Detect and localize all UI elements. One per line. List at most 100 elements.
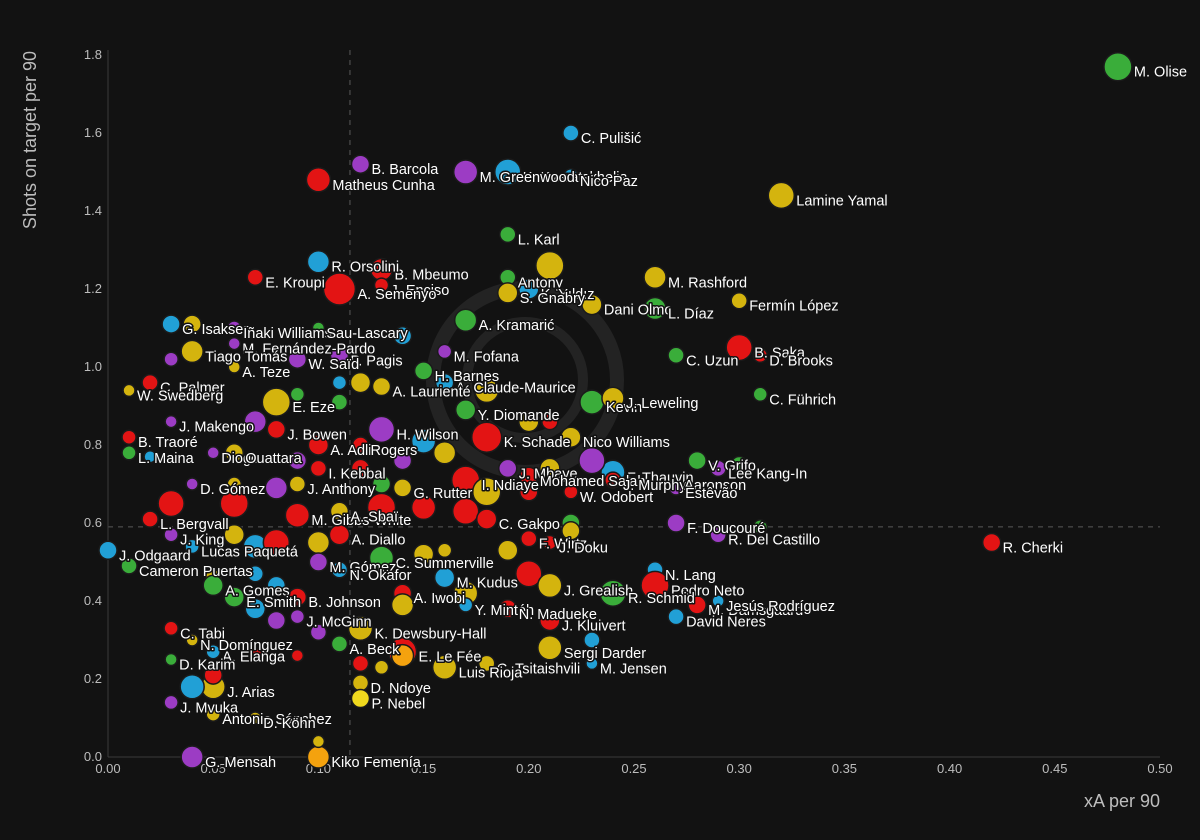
- data-label: F. Wirtz: [539, 537, 587, 553]
- data-point: [390, 643, 415, 668]
- data-point: [390, 593, 415, 617]
- data-label: K. Schade: [504, 435, 571, 451]
- data-label: Matheus Cunha: [332, 178, 435, 194]
- data-point: [431, 654, 458, 681]
- data-point: [542, 534, 558, 551]
- data-point: [307, 434, 330, 456]
- y-tick-label: 0.0: [84, 749, 102, 764]
- data-label: Luis Rioja: [459, 665, 524, 681]
- data-label: J. Leweling: [626, 396, 699, 412]
- data-point: [454, 399, 477, 421]
- data-label: M. Fofana: [454, 349, 520, 365]
- x-tick-label: 0.40: [937, 761, 962, 776]
- data-label: C. Palmer: [160, 381, 225, 397]
- data-point: [329, 501, 350, 522]
- data-label: Lee Kang-In: [728, 466, 807, 482]
- data-point: [141, 510, 159, 528]
- data-point: [163, 526, 179, 543]
- y-tick-label: 0.2: [84, 671, 102, 686]
- data-label: N. Okafor: [349, 568, 411, 584]
- data-point: [497, 539, 519, 562]
- data-point: [368, 545, 395, 571]
- data-point: [432, 441, 457, 465]
- data-label: David Neres: [686, 615, 766, 631]
- data-label: Dani Olmo: [604, 303, 673, 319]
- data-point: [141, 373, 159, 392]
- data-point: [520, 529, 538, 548]
- data-label: Iñaki Williams: [243, 326, 332, 342]
- data-point: [98, 540, 118, 561]
- data-label: N. Madueke: [519, 607, 597, 623]
- data-point: [371, 376, 392, 397]
- data-label: E. Kroupi: [265, 275, 325, 291]
- data-point: [287, 450, 308, 471]
- data-point: [666, 513, 686, 533]
- data-point: [309, 623, 328, 641]
- data-label: A. Beck: [349, 642, 400, 658]
- data-point: [475, 508, 498, 530]
- data-points: [98, 51, 1133, 769]
- data-point: [752, 347, 768, 364]
- data-point: [453, 308, 478, 332]
- data-point: [206, 446, 220, 460]
- data-label: A. Gomes: [225, 583, 289, 599]
- data-point: [537, 572, 563, 599]
- data-label: J. Anthony: [307, 482, 375, 498]
- data-point: [981, 532, 1002, 553]
- data-label: Kevin: [606, 400, 642, 416]
- data-label: Fermín López: [749, 299, 838, 315]
- data-point: [289, 386, 306, 403]
- data-label: J. Grealish: [564, 583, 633, 599]
- data-point: [223, 586, 245, 608]
- data-label: A. Teze: [242, 365, 290, 381]
- data-point: [164, 414, 178, 429]
- data-point: [367, 415, 396, 444]
- x-tick-label: 0.35: [832, 761, 857, 776]
- data-label: C. Uzun: [686, 353, 738, 369]
- x-tick-label: 0.15: [411, 761, 436, 776]
- data-label: Sau-Lascary: [326, 326, 408, 342]
- data-point: [373, 277, 390, 293]
- data-label: B. Johnson: [308, 595, 381, 611]
- data-point: [470, 421, 503, 453]
- data-point: [163, 694, 179, 711]
- data-label: F. Thauvin: [627, 470, 694, 486]
- data-point: [498, 599, 518, 619]
- data-point: [202, 574, 224, 597]
- data-label: J. King: [180, 533, 224, 549]
- data-label: E. Smith: [246, 595, 301, 611]
- data-point: [262, 528, 291, 557]
- data-label: K. Kvaratskhelia: [523, 170, 629, 186]
- data-label: R. Schmid: [628, 591, 695, 607]
- data-label: Nico Paz: [580, 174, 638, 190]
- data-point: [331, 374, 348, 391]
- data-label: A. Iwobi: [414, 591, 466, 607]
- data-point: [330, 561, 349, 579]
- data-point: [471, 477, 502, 507]
- data-label: C. Tabi: [180, 626, 225, 642]
- data-label: Kiko Femenía: [331, 755, 421, 771]
- data-label: A. Claude-Maurice: [456, 381, 576, 397]
- data-point: [668, 480, 684, 496]
- data-point: [290, 648, 305, 663]
- data-point: [179, 674, 205, 700]
- data-label: E. Eze: [292, 400, 335, 416]
- y-tick-label: 1.2: [84, 281, 102, 296]
- data-label: C. Führich: [769, 392, 836, 408]
- x-tick-label: 0.45: [1042, 761, 1067, 776]
- data-point: [157, 489, 185, 518]
- data-point: [347, 615, 374, 642]
- data-label: J. Enciso: [391, 283, 450, 299]
- data-point: [640, 570, 670, 601]
- data-point: [306, 249, 331, 274]
- data-label: L. Díaz: [668, 307, 714, 323]
- data-point: [180, 745, 204, 769]
- data-label: P. Nebel: [371, 697, 425, 713]
- data-point: [518, 410, 540, 433]
- data-label: C. Gakpo: [499, 517, 560, 533]
- data-label: A. Adli: [330, 443, 371, 459]
- data-point: [539, 457, 561, 480]
- data-point: [349, 371, 372, 394]
- data-point: [585, 656, 599, 671]
- data-point: [311, 734, 326, 749]
